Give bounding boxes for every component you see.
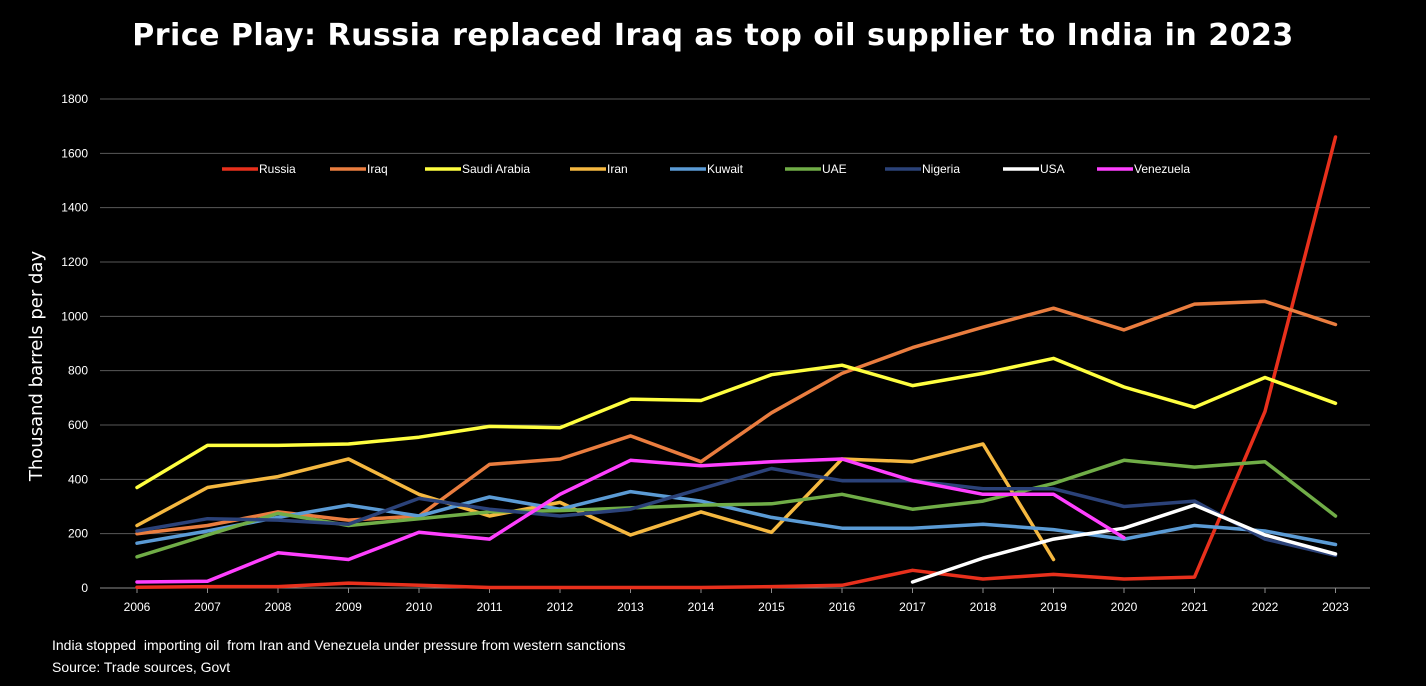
series-line-saudi-arabia [135,356,1338,490]
x-tick-label: 2023 [1322,600,1349,614]
x-tick-label: 2008 [265,600,292,614]
y-tick-label: 800 [68,364,88,378]
source-note: Source: Trade sources, Govt [52,659,231,675]
y-tick-label: 1800 [61,92,88,106]
legend-label-venezuela: Venezuela [1134,162,1190,176]
x-tick-label: 2020 [1111,600,1138,614]
legend: Russia Iraq Saudi Arabia Iran Kuwait UAE Niger… [222,162,1190,176]
series-line-kuwait [135,489,1338,547]
y-tick-label: 1600 [61,146,88,160]
series-line-venezuela [135,457,1126,584]
y-tick-label: 1400 [61,201,88,215]
series-line-russia [135,135,1338,590]
y-tick-label: 0 [81,581,88,595]
x-tick-label: 2015 [758,600,785,614]
x-tick-label: 2012 [547,600,574,614]
y-tick-label: 200 [68,527,88,541]
chart-title: Price Play: Russia replaced Iraq as top … [132,18,1294,53]
y-tick-label: 600 [68,418,88,432]
legend-label-iraq: Iraq [367,162,388,176]
x-tick-label: 2022 [1252,600,1279,614]
legend-label-uae: UAE [822,162,847,176]
x-tick-label: 2014 [688,600,715,614]
x-tick-label: 2006 [124,600,151,614]
series-line-iraq [135,299,1338,536]
series-lines [135,135,1338,590]
x-tick-label: 2021 [1181,600,1208,614]
legend-label-russia: Russia [259,162,296,176]
y-tick-label: 1000 [61,309,88,323]
legend-label-kuwait: Kuwait [707,162,744,176]
x-tick-label: 2007 [194,600,221,614]
x-tick-label: 2016 [829,600,856,614]
y-axis: 0 200 400 600 800 1000 1200 1400 1600 1800 [61,92,88,595]
x-tick-label: 2017 [899,600,926,614]
x-tick-label: 2019 [1040,600,1067,614]
footnote: India stopped importing oil from Iran an… [52,637,626,653]
legend-label-saudi-arabia: Saudi Arabia [462,162,530,176]
x-tick-label: 2009 [335,600,362,614]
x-axis: 2006 2007 2008 2009 2010 2011 2012 2013 2014 2015… [124,588,1349,614]
x-tick-label: 2018 [970,600,997,614]
y-tick-label: 1200 [61,255,88,269]
x-tick-label: 2011 [477,600,503,614]
x-tick-label: 2010 [406,600,433,614]
y-tick-label: 400 [68,472,88,486]
legend-label-usa: USA [1040,162,1065,176]
x-tick-label: 2013 [617,600,644,614]
series-line-iran [135,442,1056,562]
series-line-nigeria [135,466,1338,558]
legend-label-iran: Iran [607,162,628,176]
legend-label-nigeria: Nigeria [922,162,960,176]
series-line-usa [910,503,1338,584]
y-axis-label: Thousand barrels per day [26,251,47,483]
